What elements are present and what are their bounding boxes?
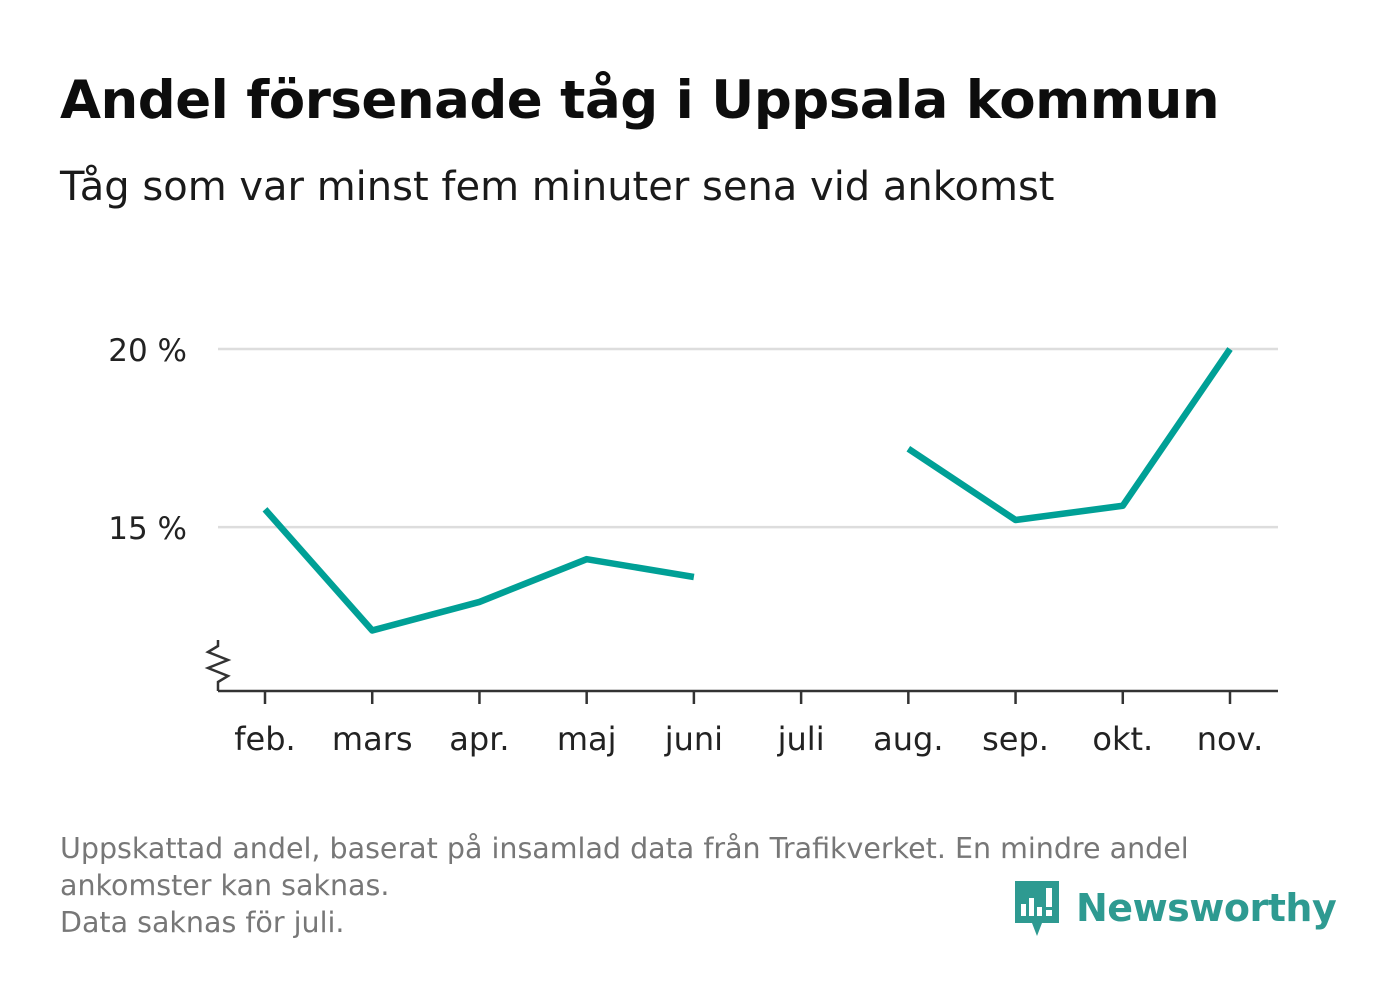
data-point [1227, 346, 1233, 352]
x-tick-label: sep. [982, 720, 1049, 758]
y-tick-label: 15 % [108, 511, 187, 547]
chart-title: Andel försenade tåg i Uppsala kommun [60, 70, 1220, 131]
axes [204, 640, 1278, 704]
series-line-segment [906, 347, 1233, 524]
tick-labels: 15 % 20 % feb. mars apr. maj juni juli aug. sep. o… [108, 333, 1263, 758]
data-point [1013, 517, 1019, 523]
axis-break-marker [204, 640, 232, 691]
brand-logo: Newsworthy [1012, 878, 1337, 938]
data-point [905, 446, 911, 452]
footnote-line: ankomster kan saknas. [60, 869, 390, 902]
data-point [1120, 503, 1126, 509]
x-tick-label: maj [557, 720, 617, 758]
chart-subtitle: Tåg som var minst fem minuter sena vid a… [60, 164, 1055, 210]
y-tick-label: 20 % [108, 333, 187, 369]
x-tick-label: mars [332, 720, 413, 758]
newsworthy-logo-icon [1015, 881, 1059, 936]
data-point [369, 627, 375, 633]
x-tick-label: juli [777, 720, 825, 758]
footnote: Uppskattad andel, baserat på insamlad da… [60, 830, 1320, 941]
data-point [584, 556, 590, 562]
x-tick-label: nov. [1197, 720, 1263, 758]
footnote-line: Uppskattad andel, baserat på insamlad da… [60, 832, 1189, 865]
x-tick-label: apr. [449, 720, 509, 758]
x-tick-label: okt. [1092, 720, 1153, 758]
gridlines [218, 347, 1278, 529]
series [262, 346, 1233, 634]
data-point [476, 599, 482, 605]
x-tick-label: aug. [873, 720, 943, 758]
footnote-line: Data saknas för juli. [60, 906, 345, 939]
x-tick-label: juni [664, 720, 723, 758]
data-point [691, 574, 697, 580]
data-point [262, 506, 268, 512]
x-tick-label: feb. [234, 720, 295, 758]
brand-name: Newsworthy [1076, 886, 1337, 930]
series-line-segment [262, 507, 695, 634]
